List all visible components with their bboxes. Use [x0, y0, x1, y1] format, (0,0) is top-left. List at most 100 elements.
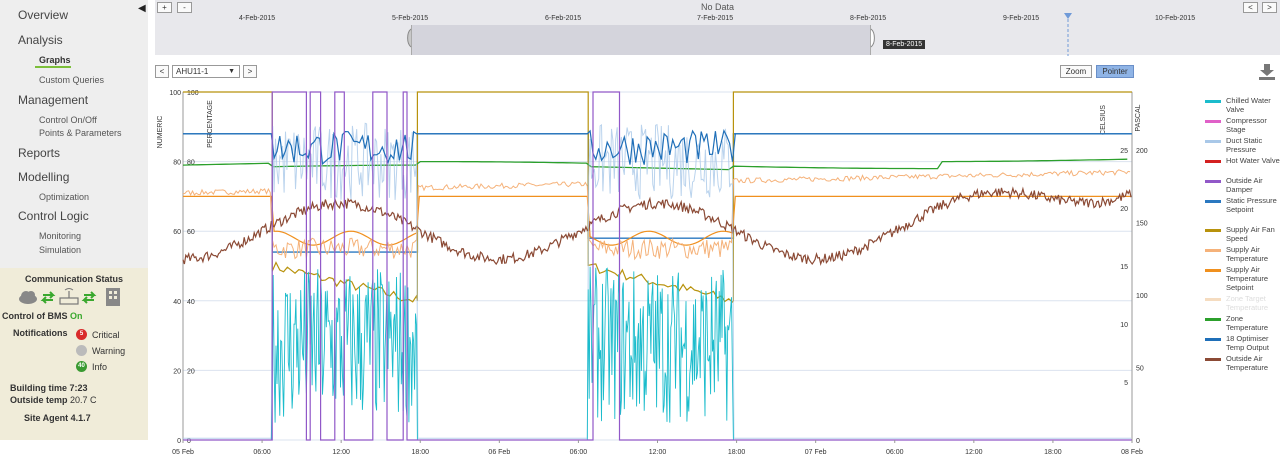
nav-control-logic[interactable]: Control Logic — [18, 209, 89, 223]
x-tick-label: 06 Feb — [488, 449, 510, 456]
legend-swatch — [1205, 100, 1221, 103]
active-indicator — [35, 66, 71, 68]
legend-swatch — [1205, 318, 1221, 321]
legend-item[interactable]: Hot Water Valve — [1205, 156, 1280, 176]
legend-item[interactable]: Outside Air Temperature — [1205, 354, 1280, 374]
nav-modelling[interactable]: Modelling — [18, 170, 70, 184]
timeline-date: 4-Feb-2015 — [239, 15, 276, 22]
status-title: Communication Status — [24, 274, 123, 284]
x-tick-label: 12:00 — [965, 449, 983, 456]
timeline-date: 5-Feb-2015 — [392, 15, 429, 22]
x-axis: 05 Feb 06:00 12:00 18:00 06 Feb 06:00 12:00 18:… — [172, 440, 1143, 456]
legend-item[interactable]: Chilled Water Valve — [1205, 96, 1280, 116]
dropdown-arrow-icon: ▼ — [228, 68, 235, 75]
left-handle[interactable] — [407, 28, 412, 48]
nav-monitoring[interactable]: Monitoring — [39, 231, 82, 241]
numeric-tick: 60 — [173, 229, 181, 236]
info-badge[interactable]: 40 — [76, 361, 87, 372]
warning-label[interactable]: Warning — [92, 346, 126, 356]
timeline-date: 9-Feb-2015 — [1003, 15, 1040, 22]
critical-label[interactable]: Critical — [92, 330, 120, 340]
unit-select[interactable]: AHU11-1 ▼ — [172, 65, 240, 78]
info-label[interactable]: Info — [92, 362, 108, 372]
nav-graphs[interactable]: Graphs — [39, 55, 71, 65]
pascal-tick: 50 — [1136, 366, 1144, 373]
nav-reports[interactable]: Reports — [18, 146, 61, 160]
zoom-button[interactable]: Zoom — [1060, 65, 1092, 78]
nav-optimization[interactable]: Optimization — [39, 192, 90, 202]
unit-prev-button[interactable]: < — [155, 65, 169, 78]
pascal-tick: 200 — [1136, 148, 1148, 155]
critical-badge[interactable]: 5 — [76, 329, 87, 340]
supply-air-temp-line — [182, 169, 1131, 261]
nav-overview[interactable]: Overview — [18, 8, 69, 22]
nav-control-on-off[interactable]: Control On/Off — [39, 115, 97, 125]
numeric-tick: 20 — [173, 368, 181, 375]
legend-label: Static Pressure Setpoint — [1226, 196, 1277, 214]
cloud-icon — [19, 291, 37, 304]
plot-frame — [182, 91, 1133, 441]
legend-item[interactable]: Static Pressure Setpoint — [1205, 196, 1280, 225]
legend-item[interactable]: Supply Air Temperature — [1205, 245, 1280, 265]
legend-swatch — [1205, 358, 1221, 361]
legend-item[interactable]: Outside Air Damper — [1205, 176, 1280, 196]
x-tick-label: 06:00 — [570, 449, 588, 456]
outside-air-temperature-line — [182, 186, 1132, 266]
timeline-next-button[interactable]: > — [1262, 2, 1277, 13]
legend-item[interactable]: Zone Temperature — [1205, 314, 1280, 334]
legend-swatch — [1205, 140, 1221, 143]
timeline-selection-window[interactable] — [411, 25, 871, 55]
download-icon[interactable] — [1258, 64, 1276, 80]
percentage-tick: 80 — [187, 160, 195, 167]
legend-swatch — [1205, 120, 1221, 123]
celsius-tick: 5 — [1124, 380, 1128, 387]
control-value[interactable]: On — [70, 311, 83, 321]
timeline-date: 7-Feb-2015 — [697, 15, 734, 22]
legend-swatch — [1205, 249, 1221, 252]
right-handle[interactable] — [870, 28, 875, 48]
pascal-tick: 150 — [1136, 221, 1148, 228]
timeline-zoom-out-button[interactable]: - — [177, 2, 192, 13]
x-tick-label: 12:00 — [649, 449, 667, 456]
legend-label: Hot Water Valve — [1226, 156, 1280, 165]
collapse-sidebar-icon[interactable]: ◀ — [138, 3, 146, 14]
nav-points-parameters[interactable]: Points & Parameters — [39, 128, 122, 138]
legend-label: Supply Air Temperature — [1226, 245, 1269, 263]
timeline-marker[interactable] — [1063, 12, 1073, 56]
percentage-axis-label: PERCENTAGE — [207, 100, 214, 148]
warning-badge[interactable] — [76, 345, 87, 356]
pascal-axis-label: PASCAL — [1135, 104, 1142, 131]
notifications-label: Notifications — [13, 328, 68, 338]
timeline-navigator[interactable]: No Data + - < > 4-Feb-2015 5-Feb-2015 6-… — [155, 0, 1280, 56]
timeline-handles — [407, 28, 875, 48]
unit-next-button[interactable]: > — [243, 65, 257, 78]
legend-label: Zone Temperature — [1226, 314, 1269, 332]
legend-swatch — [1205, 269, 1221, 272]
outside-temp-value: 20.7 C — [70, 395, 97, 405]
nav-analysis[interactable]: Analysis — [18, 33, 63, 47]
nav-simulation[interactable]: Simulation — [39, 245, 82, 255]
legend-item[interactable]: Supply Air Temperature Setpoint — [1205, 265, 1280, 294]
legend-item[interactable]: Duct Static Pressure — [1205, 136, 1280, 156]
building-time-label: Building time — [10, 383, 67, 393]
timeline-prev-button[interactable]: < — [1243, 2, 1258, 13]
legend-item[interactable]: Zone Target Temperature — [1205, 294, 1280, 314]
nav-custom-queries[interactable]: Custom Queries — [39, 75, 105, 85]
right-axes: 5 10 15 20 25 0 50 100 150 200 CELSIUS PASCAL — [1100, 92, 1148, 445]
x-tick-label: 06:00 — [886, 449, 904, 456]
x-tick-label: 12:00 — [332, 449, 350, 456]
chart-grid — [182, 91, 1133, 441]
supply-air-fan-speed-line — [183, 91, 1132, 303]
nav-management[interactable]: Management — [18, 93, 89, 107]
pointer-button[interactable]: Pointer — [1096, 65, 1134, 78]
x-tick-label: 05 Feb — [172, 449, 194, 456]
timeline-date: 8-Feb-2015 — [850, 15, 887, 22]
legend-item[interactable]: Compressor Stage — [1205, 116, 1280, 136]
timeline-zoom-in-button[interactable]: + — [157, 2, 172, 13]
percentage-tick: 40 — [187, 299, 195, 306]
legend-item[interactable]: Supply Air Fan Speed — [1205, 225, 1280, 245]
outside-temp-label: Outside temp — [10, 395, 68, 405]
legend-item[interactable]: 18 Optimiser Temp Output — [1205, 334, 1280, 354]
